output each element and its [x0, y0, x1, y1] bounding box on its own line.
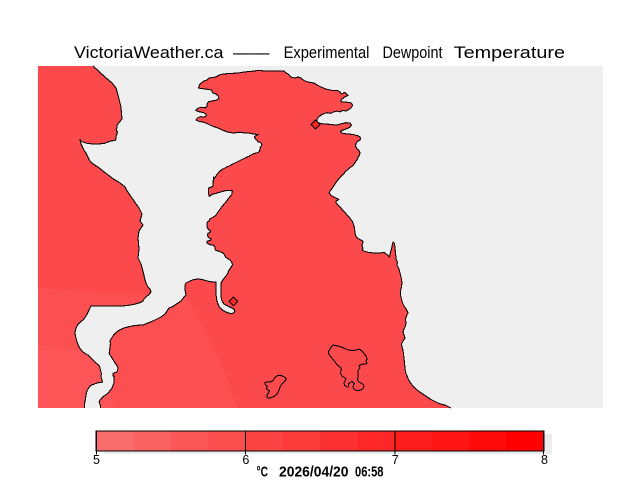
- svg-text:°C: °C: [257, 464, 269, 480]
- svg-text:7: 7: [392, 453, 399, 467]
- svg-text:6: 6: [242, 453, 249, 467]
- svg-text:5: 5: [93, 453, 100, 467]
- svg-text:Experimental: Experimental: [284, 43, 370, 62]
- svg-text:2026/04/20: 2026/04/20: [279, 464, 349, 480]
- svg-text:——: ——: [233, 43, 270, 62]
- svg-text:Temperature: Temperature: [454, 43, 565, 62]
- svg-text:VictoriaWeather.ca: VictoriaWeather.ca: [74, 43, 224, 62]
- svg-text:8: 8: [541, 453, 548, 467]
- svg-text:06:58: 06:58: [355, 464, 384, 480]
- svg-text:Dewpoint: Dewpoint: [383, 43, 443, 62]
